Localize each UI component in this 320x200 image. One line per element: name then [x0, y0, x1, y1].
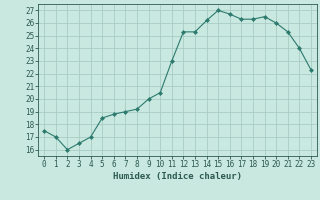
X-axis label: Humidex (Indice chaleur): Humidex (Indice chaleur) — [113, 172, 242, 181]
